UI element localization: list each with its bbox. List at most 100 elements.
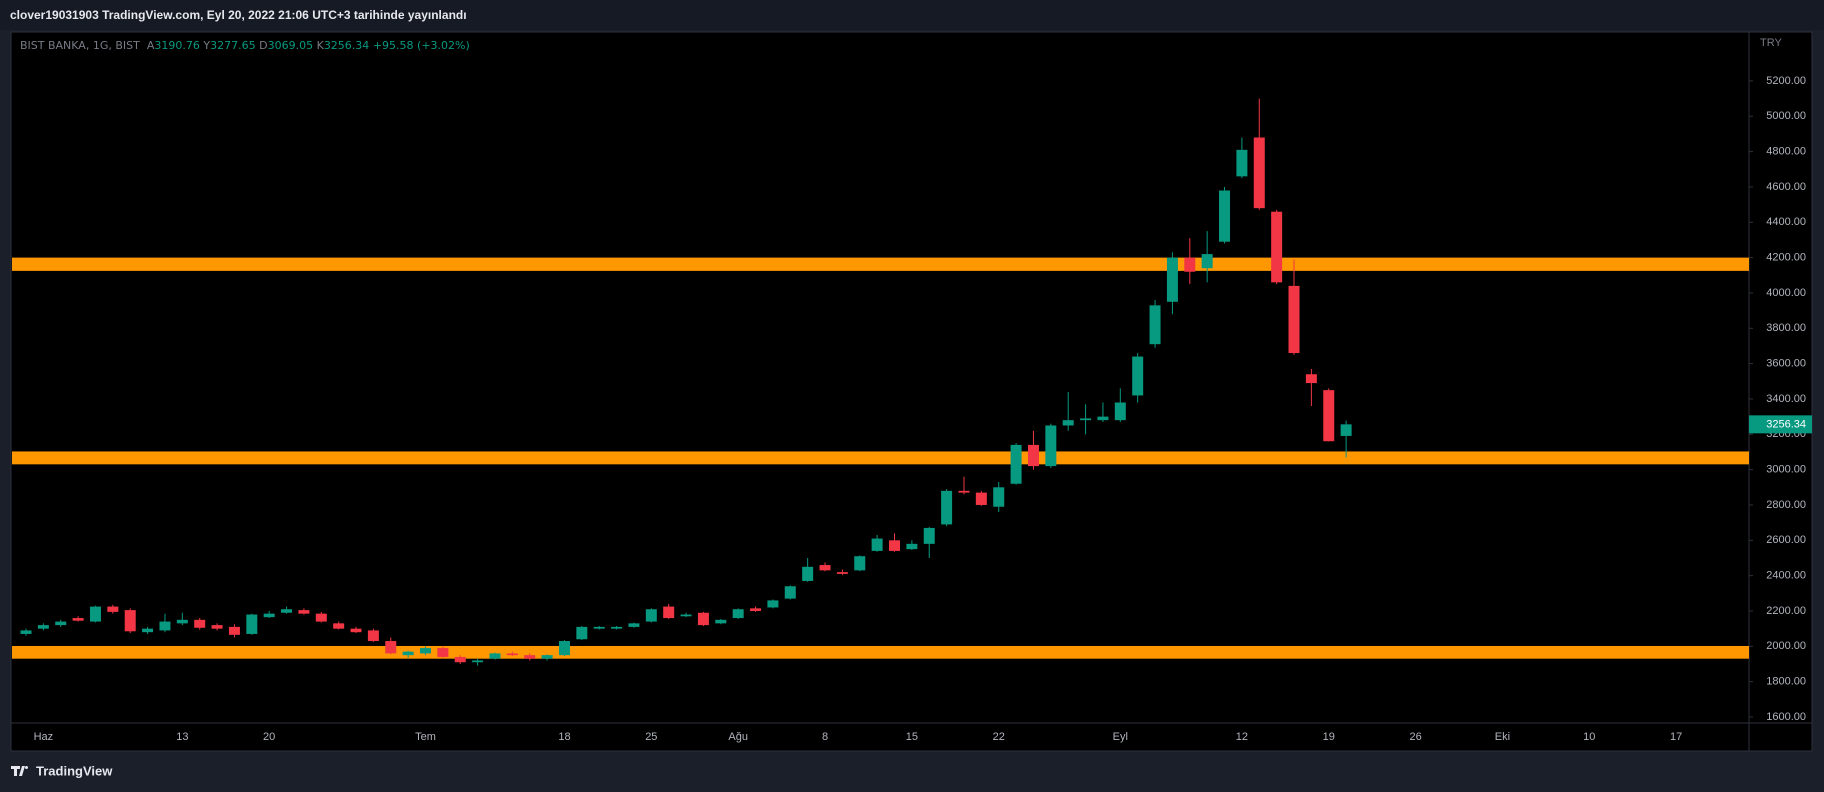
x-tick-label: Eyl <box>1113 731 1128 743</box>
y-tick-label: 2600.00 <box>1766 534 1806 546</box>
header-bar <box>0 0 1824 30</box>
candle-body <box>489 653 501 659</box>
y-tick-label: 4000.00 <box>1766 287 1806 299</box>
y-tick-label: 1800.00 <box>1766 676 1806 688</box>
candle-body <box>558 641 570 656</box>
x-tick-label: Ağu <box>728 731 748 743</box>
candle-body <box>333 623 345 629</box>
candle-body <box>124 610 136 632</box>
candle-body <box>1097 416 1109 421</box>
candle-body <box>732 609 744 619</box>
candle-body <box>367 630 379 642</box>
y-tick-label: 2000.00 <box>1766 640 1806 652</box>
legend-label: D <box>259 39 268 52</box>
candle-body <box>1323 390 1335 442</box>
candle-body <box>854 556 866 571</box>
legend-symbol: BIST BANKA, 1G, BIST <box>20 39 140 52</box>
y-tick-label: 3800.00 <box>1766 322 1806 334</box>
candle-body <box>889 540 900 551</box>
candle-body <box>385 641 397 654</box>
x-tick-label: 22 <box>993 731 1005 743</box>
currency-label: TRY <box>1760 37 1782 49</box>
price-axis <box>1749 32 1812 723</box>
zone <box>12 645 1749 659</box>
footer-brand: TradingView <box>36 763 113 778</box>
candle-body <box>715 619 727 624</box>
time-axis <box>11 723 1812 751</box>
candle-body <box>506 653 518 656</box>
candle-body <box>1166 257 1178 302</box>
candle-body <box>37 625 49 629</box>
candle-body <box>941 490 953 525</box>
candle-body <box>1236 149 1248 177</box>
x-tick-label: 8 <box>822 731 828 743</box>
candle-body <box>1219 190 1231 242</box>
y-tick-label: 3400.00 <box>1766 393 1806 405</box>
x-tick-label: 17 <box>1670 731 1682 743</box>
candle-body <box>159 621 171 631</box>
candle-body <box>1027 444 1039 467</box>
y-tick-label: 4600.00 <box>1766 181 1806 193</box>
x-tick-label: 18 <box>558 731 570 743</box>
candle-body <box>1288 285 1300 354</box>
candle-body <box>89 606 101 622</box>
candle-body <box>315 613 327 622</box>
candle-body <box>767 600 779 608</box>
candle-body <box>107 606 119 612</box>
candle-body <box>176 619 188 624</box>
x-tick-label: 20 <box>263 731 275 743</box>
y-tick-label: 2800.00 <box>1766 499 1806 511</box>
zone <box>12 257 1749 271</box>
chart-pane <box>11 32 1749 723</box>
candle-body <box>437 648 449 657</box>
candle-body <box>871 538 883 551</box>
candle-body <box>680 614 692 617</box>
zone <box>12 451 1749 465</box>
candle-body <box>1062 420 1074 426</box>
x-tick-label: Tem <box>415 731 436 743</box>
legend-value: 3190.76 <box>154 39 200 52</box>
legend-label: A <box>146 39 155 52</box>
legend-change: +95.58 <box>372 39 414 52</box>
legend-value: 3277.65 <box>210 39 256 52</box>
candle-body <box>1184 257 1196 272</box>
candle-body <box>923 527 935 544</box>
price-tag-label: 3256.34 <box>1766 418 1806 430</box>
candle-body <box>1253 137 1265 209</box>
candle-body <box>20 630 32 634</box>
x-tick-label: 15 <box>906 731 918 743</box>
candle-body <box>1080 418 1092 421</box>
candle-body <box>1149 305 1161 345</box>
candle-body <box>72 618 84 621</box>
candle-body <box>975 492 987 505</box>
candle-body <box>1114 402 1126 421</box>
candle-body <box>1201 254 1213 269</box>
x-tick-label: 19 <box>1323 731 1335 743</box>
legend-change-percent: (+3.02%) <box>417 39 470 52</box>
candle-body <box>1132 356 1144 396</box>
candle-body <box>1271 211 1283 283</box>
candle-body <box>836 572 848 574</box>
y-tick-label: 3600.00 <box>1766 358 1806 370</box>
legend-value: 3069.05 <box>267 39 314 52</box>
candle-body <box>576 626 588 640</box>
y-tick-label: 4400.00 <box>1766 216 1806 228</box>
candle-body <box>993 487 1005 507</box>
logo-dot <box>25 766 28 769</box>
x-tick-label: 25 <box>645 731 657 743</box>
candle-body <box>454 656 466 663</box>
candle-body <box>402 651 414 656</box>
y-tick-label: 3000.00 <box>1766 464 1806 476</box>
candle-body <box>750 608 762 611</box>
y-tick-label: 2400.00 <box>1766 570 1806 582</box>
x-tick-label: 12 <box>1236 731 1248 743</box>
candle-body <box>958 490 970 493</box>
candle-body <box>1340 424 1352 436</box>
candle-body <box>281 609 293 613</box>
candle-body <box>593 626 605 629</box>
x-tick-label: Haz <box>34 731 54 743</box>
x-tick-label: 13 <box>176 731 188 743</box>
y-tick-label: 5200.00 <box>1766 75 1806 87</box>
candle-body <box>611 626 623 629</box>
